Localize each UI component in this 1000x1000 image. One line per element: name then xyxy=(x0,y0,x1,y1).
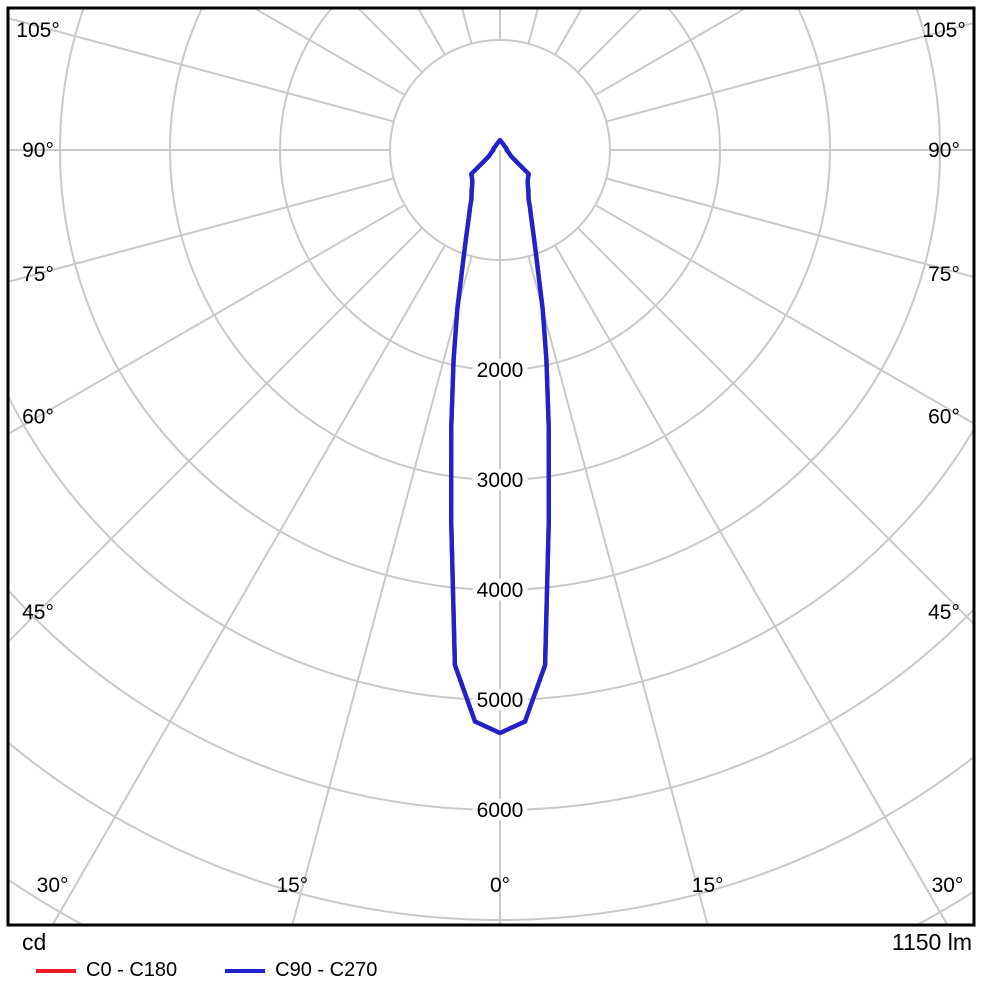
grid-radial xyxy=(9,177,395,283)
radial-tick-label: 6000 xyxy=(477,799,524,822)
grid-radial xyxy=(52,244,446,924)
angle-label-bottom: 30° xyxy=(37,874,69,897)
unit-label: cd xyxy=(22,929,47,955)
grid-radial xyxy=(594,9,746,96)
legend-swatch-c90-c270 xyxy=(225,968,266,973)
grid-radial xyxy=(9,17,395,123)
radial-tick-label: 2000 xyxy=(477,359,524,382)
grid-radial xyxy=(527,255,709,924)
angle-label-left: 75° xyxy=(22,263,54,286)
radial-tick-label: 5000 xyxy=(477,689,524,712)
angle-label-left: 45° xyxy=(22,601,54,624)
angle-label-left: 60° xyxy=(22,406,54,429)
angle-label-bottom: 0° xyxy=(490,874,510,897)
curve-c90-c270 xyxy=(449,137,551,736)
grid-radial xyxy=(9,204,406,435)
grid-radial xyxy=(594,204,973,424)
angle-label-bottom: 15° xyxy=(276,874,308,897)
legend-item-c90-c270: C90 - C270 xyxy=(225,959,377,982)
angle-label-right: 60° xyxy=(928,406,960,429)
legend-item-c0-c180: C0 - C180 xyxy=(36,959,177,982)
legend-label-c0-c180: C0 - C180 xyxy=(86,959,178,981)
grid-radial xyxy=(554,244,948,924)
legend-swatch-c0-c180 xyxy=(36,968,76,973)
grid-radial xyxy=(9,227,423,642)
angle-label-bottom: 15° xyxy=(692,874,724,897)
legend-label-c90-c270: C90 - C270 xyxy=(275,959,378,981)
grid-radial xyxy=(358,9,423,73)
grid-radial xyxy=(605,177,973,278)
legend: C0 - C180 C90 - C270 xyxy=(36,959,377,982)
radial-tick-label: 3000 xyxy=(477,469,524,492)
angle-label-right: 45° xyxy=(928,601,960,624)
luminous-flux-label: 1150 lm xyxy=(891,929,972,955)
grid-radial xyxy=(254,9,406,96)
angle-label-left: 105° xyxy=(16,19,59,42)
radial-tick-label: 4000 xyxy=(477,579,524,602)
angle-label-right: 75° xyxy=(928,263,960,286)
angle-label-bottom: 30° xyxy=(932,874,964,897)
angle-label-right: 105° xyxy=(922,19,965,42)
grid-radial xyxy=(291,255,473,924)
grid-radial xyxy=(577,227,973,624)
plot-border xyxy=(6,6,976,927)
angle-label-right: 90° xyxy=(928,139,960,162)
footer-row: cd 1150 lm xyxy=(22,929,972,956)
angle-label-left: 90° xyxy=(22,139,54,162)
grid-radial xyxy=(605,22,973,123)
